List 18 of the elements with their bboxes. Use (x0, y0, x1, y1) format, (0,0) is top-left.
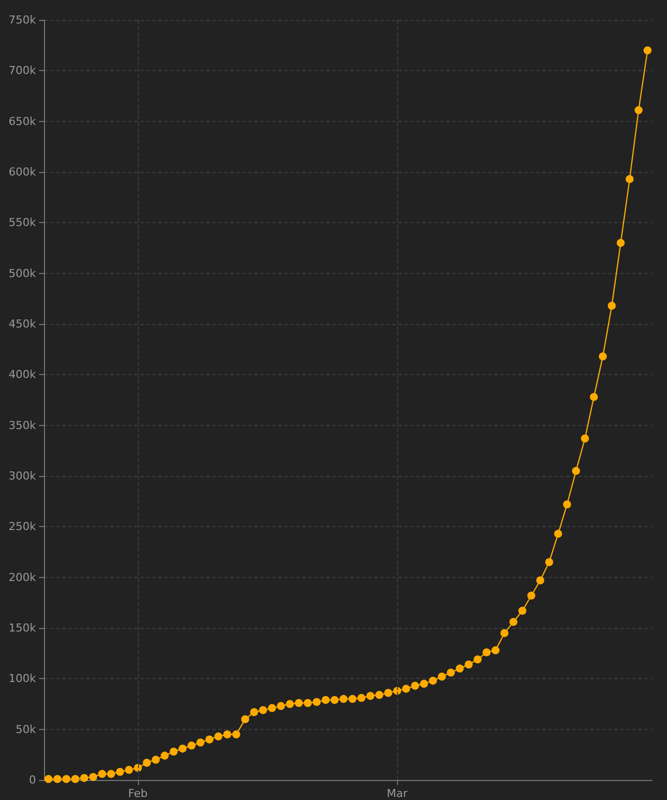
y-tick-label: 50k (16, 722, 37, 736)
y-tick-label: 100k (8, 672, 37, 686)
y-tick-label: 750k (8, 14, 37, 26)
y-tick-label: 250k (8, 520, 37, 534)
y-tick-label: 200k (8, 570, 37, 584)
y-tick-label: 450k (8, 318, 37, 330)
y-tick-label: 400k (8, 368, 37, 382)
y-tick-label: 350k (8, 418, 37, 432)
y-tick-label: 300k (8, 470, 37, 482)
x-tick-label: Feb (128, 787, 148, 800)
y-tick-label: 550k (8, 216, 37, 230)
x-tick-label: Mar (386, 787, 408, 800)
y-tick-label: 500k (8, 266, 37, 280)
y-tick-label: 0 (29, 774, 36, 786)
y-tick-label: 700k (8, 64, 37, 78)
y-tick-label: 650k (8, 114, 37, 128)
y-tick-label: 600k (8, 166, 37, 178)
y-tick-label: 150k (8, 622, 37, 634)
